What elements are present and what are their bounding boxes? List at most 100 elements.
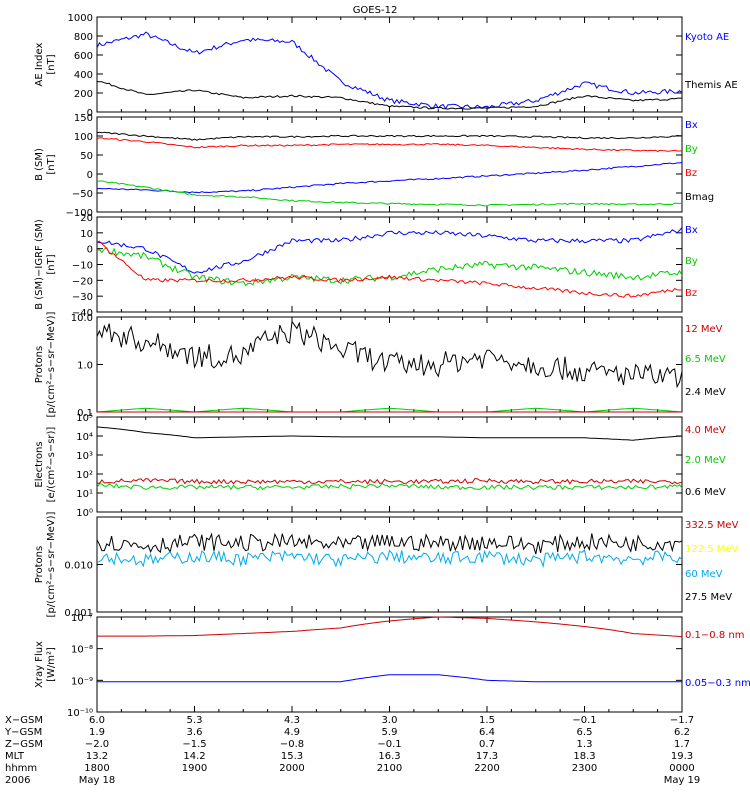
series-line <box>96 137 683 153</box>
y-tick-label: −40 <box>72 308 93 319</box>
ephemeris-row-label: X−GSM <box>5 715 43 726</box>
y-tick-label: 0.001 <box>64 608 93 619</box>
series-line <box>96 81 682 110</box>
ephemeris-cell: 1.5 <box>479 715 495 726</box>
y-tick-label: 10⁻⁸ <box>71 645 93 656</box>
ephemeris-cell: 0000 <box>669 763 694 774</box>
legend-entry: 60 MeV <box>685 569 723 580</box>
panel-1: 0 200 400 600 800 1000 AE Index [nT] Kyoto AE The… <box>34 13 738 119</box>
series-line <box>96 532 683 555</box>
y-tick-label: 0 <box>87 108 93 119</box>
y-tick-label: 10⁻⁹ <box>71 676 93 687</box>
panel-5: 10⁰ 10¹ 10² 10³ 10⁴ 10⁵ Electrons [e/(cm²−s−sr)… <box>34 413 726 519</box>
ephemeris-cell: −0.1 <box>377 739 401 750</box>
series-line <box>96 240 683 298</box>
panel-6: 0.001 0.010 Protons [p/(cm²−s−sr−MeV)] 332.5… <box>34 511 739 619</box>
panel-frame <box>96 316 683 413</box>
y-tick-label: 100 <box>74 132 93 143</box>
y-tick-label: 20 <box>80 213 93 224</box>
ephemeris-cell: −2.0 <box>85 739 109 750</box>
ephemeris-row-label: 2006 <box>5 775 30 786</box>
series-line <box>96 180 683 207</box>
y-axis-label: Protons <box>34 346 45 383</box>
ephemeris-cell: 18.3 <box>573 751 595 762</box>
y-axis-label: [nT] <box>46 254 57 274</box>
legend-entry: Bx <box>685 225 698 236</box>
legend-entry: Bz <box>685 288 697 299</box>
ephemeris-cell: 1.7 <box>674 739 690 750</box>
series-line <box>96 162 683 194</box>
y-tick-label: 1000 <box>68 13 93 24</box>
ephemeris-cell: 3.6 <box>187 727 203 738</box>
legend-entry: 332.5 MeV <box>685 520 739 531</box>
series-line <box>96 426 683 441</box>
y-axis-label: Xray Flux <box>34 641 45 688</box>
legend-entry: Bx <box>685 120 698 131</box>
y-axis-label: Protons <box>34 546 45 583</box>
series-line <box>97 616 683 638</box>
y-tick-label: 600 <box>74 51 93 62</box>
ephemeris-cell: May 19 <box>664 775 701 786</box>
y-tick-label: 10⁻⁷ <box>71 613 93 624</box>
series-line <box>96 227 683 274</box>
legend-entry: 0.1−0.8 nm <box>685 630 744 641</box>
legend-entry: 122.5 MeV <box>685 544 739 555</box>
ephemeris-cell: −0.8 <box>280 739 304 750</box>
y-tick-label: 10⁰ <box>76 508 93 519</box>
panel-3: −40 −30 −20 −10 0 10 20 B (SM)−IGRF (SM) [nT] Bx B… <box>34 213 698 319</box>
y-tick-label: 150 <box>74 113 93 124</box>
panel-7: 10⁻¹⁰ 10⁻⁹ 10⁻⁸ 10⁻⁷ Xray Flux [W/m²] 0.1−0.8 … <box>34 613 750 719</box>
panel-2: −100 −50 0 50 100 150 B (SM) [nT] Bx By Bz Bmag <box>34 113 714 219</box>
y-axis-label: Electrons <box>34 441 45 487</box>
ephemeris-cell: 6.0 <box>89 715 105 726</box>
y-axis-label: [e/(cm²−s−sr)] <box>46 427 57 503</box>
ephemeris-cell: 14.2 <box>183 751 205 762</box>
y-tick-label: 50 <box>80 151 93 162</box>
legend-entry: Themis AE <box>684 80 738 91</box>
ephemeris-cell: 2000 <box>279 763 304 774</box>
y-tick-label: 10⁵ <box>76 413 93 424</box>
panel-frame <box>96 516 683 613</box>
y-tick-label: 10² <box>76 470 93 481</box>
ephemeris-cell: 3.0 <box>382 715 398 726</box>
ephemeris-cell: 16.3 <box>378 751 400 762</box>
y-tick-label: 0 <box>87 170 93 181</box>
figure-title: GOES-12 <box>353 5 398 16</box>
ephemeris-cell: 2300 <box>572 763 597 774</box>
ephemeris-cell: 1800 <box>84 763 109 774</box>
y-tick-label: −10 <box>72 261 93 272</box>
y-tick-label: 10³ <box>76 451 93 462</box>
y-tick-label: 0.010 <box>64 561 93 572</box>
y-tick-label: 10 <box>80 229 93 240</box>
series-line <box>96 320 683 389</box>
series-line <box>96 131 682 141</box>
legend-entry: 2.4 MeV <box>685 387 726 398</box>
y-axis-label: [p/(cm²−s−sr−MeV)] <box>46 311 57 417</box>
y-tick-label: 200 <box>74 89 93 100</box>
panel-4: 0.1 1.0 10.0 Protons [p/(cm²−s−sr−MeV)] 12 Me… <box>34 311 726 419</box>
y-tick-label: 0.1 <box>77 408 93 419</box>
ephemeris-cell: 19.3 <box>671 751 693 762</box>
ephemeris-cell: 6.4 <box>479 727 495 738</box>
y-tick-label: −20 <box>72 276 93 287</box>
series-line <box>97 674 682 683</box>
y-axis-label: [W/m²] <box>46 647 57 682</box>
ephemeris-row-label: MLT <box>5 751 25 762</box>
ephemeris-row-label: Y−GSM <box>4 727 42 738</box>
y-tick-label: −50 <box>72 189 93 200</box>
y-axis-label: [nT] <box>46 154 57 174</box>
ephemeris-cell: 1.3 <box>577 739 593 750</box>
ephemeris-cell: 15.3 <box>281 751 303 762</box>
panel-frame <box>96 616 683 713</box>
series-line <box>96 477 683 485</box>
ephemeris-cell: 6.2 <box>674 727 690 738</box>
ephemeris-cell: 0.7 <box>479 739 495 750</box>
ephemeris-cell: −0.1 <box>572 715 596 726</box>
ephemeris-row-label: Z−GSM <box>5 739 43 750</box>
ephemeris-cell: −1.7 <box>670 715 694 726</box>
y-tick-label: 10¹ <box>76 489 93 500</box>
ephemeris-cell: 2100 <box>377 763 402 774</box>
y-tick-label: 10⁻¹⁰ <box>67 708 93 719</box>
y-tick-label: 10.0 <box>71 313 93 324</box>
legend-entry: By <box>685 256 698 267</box>
